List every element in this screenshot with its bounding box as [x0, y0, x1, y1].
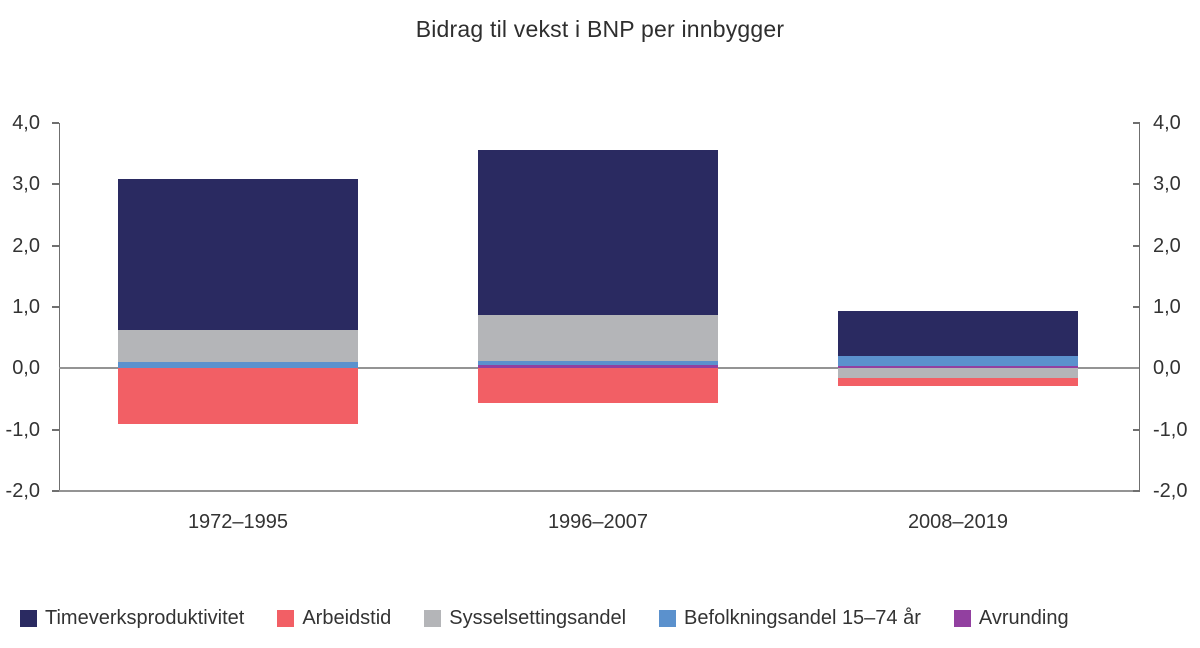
y-tick-label-left-4: 0,0 — [12, 357, 40, 380]
y-tick-right — [1133, 244, 1140, 247]
y-tick-right — [1133, 306, 1140, 308]
y-tick-label-right-2: 2,0 — [1153, 234, 1181, 257]
bar-segment-avrunding — [838, 366, 1078, 369]
legend-item-avrunding: Avrunding — [953, 606, 1069, 630]
y-tick-left — [52, 183, 59, 186]
legend-swatch-arbeidstid — [277, 609, 295, 627]
y-tick-left — [52, 490, 59, 492]
bar-segment-sysselsettingsandel — [478, 314, 718, 361]
legend-item-befolkningsandel-15-74-år: Befolkningsandel 15–74 år — [659, 606, 921, 630]
legend-swatch-timeverksproduktivitet — [20, 609, 37, 627]
legend-swatch-sysselsettingsandel — [424, 609, 442, 627]
bar-segment-timeverksproduktivitet — [838, 311, 1078, 357]
legend: Timeverksproduktivitet Arbeidstid Sysselse… — [20, 606, 1069, 630]
y-tick-label-left-5: -1,0 — [5, 418, 40, 441]
legend-swatch-befolkningsandel-15-74-år — [659, 609, 677, 627]
legend-label-timeverksproduktivitet: Timeverksproduktivitet — [45, 607, 245, 629]
bar-segment-arbeidstid — [118, 368, 358, 424]
y-tick-label-left-2: 2,0 — [12, 234, 40, 257]
bar-segment-timeverksproduktivitet — [118, 179, 358, 331]
bar-segment-avrunding — [478, 364, 718, 369]
legend-label-sysselsettingsandel: Sysselsettingsandel — [449, 607, 627, 629]
bar-segment-befolkningsandel-15-74-år — [838, 356, 1078, 367]
chart-title: Bidrag til vekst i BNP per innbygger — [415, 16, 785, 42]
y-tick-label-right-6: -2,0 — [1153, 480, 1188, 502]
legend-label-befolkningsandel-15-74-år: Befolkningsandel 15–74 år — [684, 607, 921, 629]
y-tick-label-right-5: -1,0 — [1153, 418, 1188, 441]
legend-item-arbeidstid: Arbeidstid — [277, 606, 391, 630]
x-category-label-1996-2007: 1996–2007 — [547, 511, 649, 533]
y-tick-right — [1133, 490, 1140, 492]
bar-segment-befolkningsandel-15-74-år — [478, 360, 718, 365]
bar-segment-sysselsettingsandel — [838, 368, 1078, 379]
legend-label-avrunding: Avrunding — [978, 607, 1069, 629]
y-tick-label-left-0: 4,0 — [12, 112, 40, 134]
y-tick-left — [52, 306, 59, 308]
y-axis-left — [59, 123, 60, 491]
y-tick-left — [52, 244, 59, 247]
y-tick-label-left-1: 3,0 — [12, 173, 40, 196]
bar-segment-arbeidstid — [838, 378, 1078, 386]
legend-label-arbeidstid: Arbeidstid — [302, 607, 392, 629]
bar-segment-befolkningsandel-15-74-år — [118, 361, 358, 369]
legend-item-sysselsettingsandel: Sysselsettingsandel — [424, 606, 626, 630]
legend-swatch-avrunding — [953, 609, 971, 627]
y-tick-right — [1133, 183, 1140, 186]
y-tick-label-right-0: 4,0 — [1153, 112, 1181, 134]
bottom-axis-line — [59, 490, 1139, 492]
y-tick-label-left-3: 1,0 — [12, 296, 40, 318]
y-tick-label-right-3: 1,0 — [1153, 296, 1181, 318]
x-category-label-1972-1995: 1972–1995 — [187, 511, 289, 533]
bar-segment-sysselsettingsandel — [118, 330, 358, 362]
y-tick-label-right-1: 3,0 — [1153, 173, 1181, 196]
bar-segment-timeverksproduktivitet — [478, 149, 718, 315]
y-tick-left — [52, 122, 59, 124]
y-tick-right — [1133, 428, 1140, 431]
y-tick-label-right-4: 0,0 — [1153, 357, 1181, 380]
y-tick-label-left-6: -2,0 — [5, 480, 40, 502]
x-category-label-2008-2019: 2008–2019 — [907, 511, 1009, 533]
bar-segment-arbeidstid — [478, 368, 718, 404]
legend-item-timeverksproduktivitet: Timeverksproduktivitet — [20, 606, 244, 630]
y-tick-left — [52, 428, 59, 431]
y-tick-right — [1133, 122, 1140, 124]
